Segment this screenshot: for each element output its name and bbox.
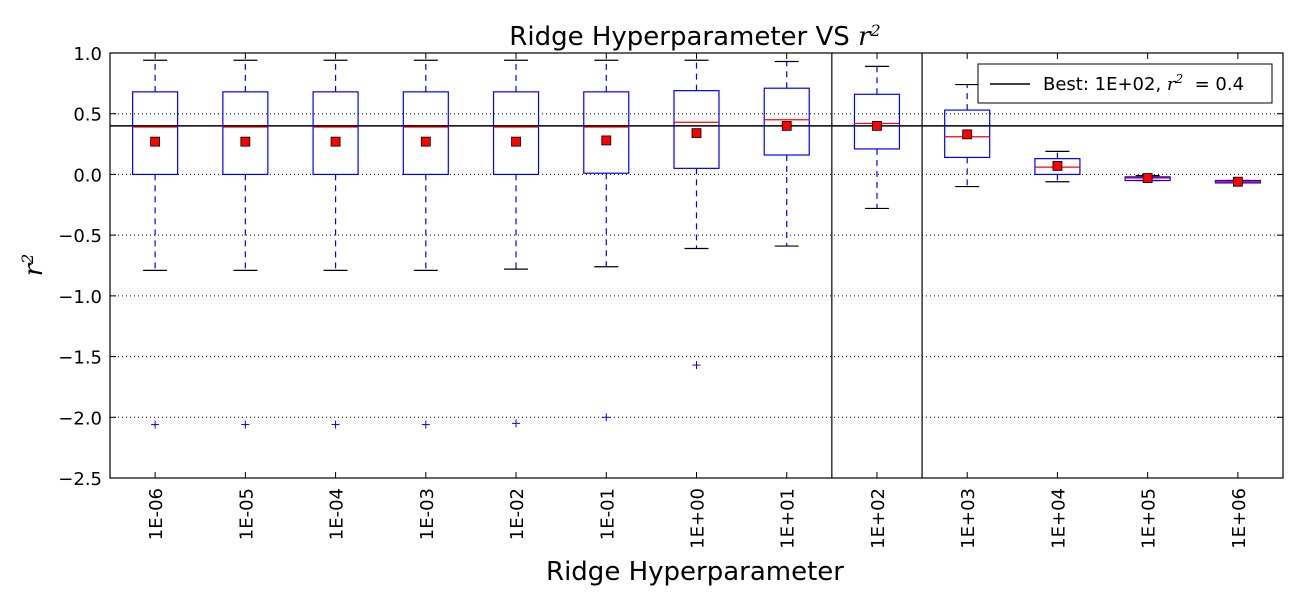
outlier-marker (421, 420, 430, 429)
legend-best-math: r (1167, 74, 1177, 95)
y-axis-label: r2 (18, 254, 50, 277)
y-tick-label: −1.0 (58, 287, 102, 308)
mean-marker (511, 136, 521, 147)
legend-best-label: Best: 1E+02, r2 = 0.4 (1043, 72, 1244, 95)
mean-marker (1232, 176, 1243, 187)
x-tick-label: 1E-02 (507, 488, 528, 540)
box-group (492, 59, 540, 428)
axes: −2.5 −2.0 −1.5 −1.0 −0.5 0.0 0.5 1.0 1E-06 1E-05 1… (58, 44, 1284, 549)
mean-marker (691, 128, 702, 139)
legend-best-suffix: = 0.4 (1183, 74, 1244, 95)
x-tick-label: 1E+00 (688, 488, 709, 549)
y-tick-label: 0.5 (73, 105, 102, 126)
x-tick-label: 1E-03 (417, 488, 438, 540)
y-tick-label: −1.5 (58, 348, 102, 369)
x-tick-label: 1E-05 (236, 488, 257, 540)
x-tick-label: 1E+06 (1229, 488, 1250, 549)
box-group (583, 59, 630, 422)
legend-best-prefix: Best: 1E+02, (1043, 74, 1167, 95)
grid-lines (110, 113, 1283, 418)
y-tick-label: 0.0 (73, 165, 102, 186)
box-group (1034, 150, 1081, 183)
outlier-marker (241, 420, 250, 429)
outlier-marker (602, 413, 611, 422)
mean-marker (150, 136, 161, 147)
box-iqr (673, 90, 720, 169)
y-tick-label: 1.0 (73, 44, 102, 65)
legend-best-math-sup: 2 (1175, 72, 1184, 86)
box-iqr (583, 91, 630, 174)
outlier-marker (331, 420, 340, 429)
y-tick-label: −2.0 (58, 408, 102, 429)
box-iqr (853, 93, 901, 150)
outlier-marker (512, 419, 521, 428)
x-tick-label: 1E+02 (868, 488, 889, 549)
box-iqr (944, 109, 991, 159)
box-group (312, 59, 359, 429)
mean-marker (601, 135, 612, 146)
chart-title-math-sup: 2 (870, 21, 881, 40)
mean-marker (1142, 173, 1153, 183)
mean-marker (1052, 161, 1063, 171)
box-iqr (492, 91, 540, 176)
best-highlight-region (110, 53, 1283, 478)
box-iqr (222, 91, 269, 176)
box-group (763, 60, 810, 247)
box-group (402, 59, 449, 429)
box-group (1214, 176, 1261, 187)
y-axis-label-math: r (19, 262, 49, 276)
mean-marker (420, 136, 431, 147)
mean-marker (240, 136, 251, 147)
box-group (673, 59, 720, 370)
x-tick-label: 1E-06 (146, 488, 167, 540)
outlier-marker (151, 420, 160, 429)
box-series (132, 59, 1261, 429)
x-tick-label: 1E-04 (327, 488, 348, 540)
y-axis-label-math-sup: 2 (18, 254, 37, 265)
chart-title: Ridge Hyperparameter VS r2 (509, 21, 880, 53)
box-iqr (763, 87, 810, 156)
box-group (132, 59, 179, 429)
box-group (944, 83, 991, 188)
box-group (222, 59, 269, 429)
y-tick-label: −0.5 (58, 226, 102, 247)
x-axis-label: Ridge Hyperparameter (546, 557, 844, 587)
mean-marker (962, 129, 973, 140)
box-group (853, 65, 901, 210)
x-tick-label: 1E+05 (1139, 488, 1160, 549)
mean-marker (872, 120, 882, 131)
mean-marker (781, 120, 792, 131)
chart-title-text: Ridge Hyperparameter VS (509, 22, 858, 52)
box-group (1124, 173, 1171, 183)
x-tick-label: 1E+03 (958, 488, 979, 549)
y-tick-label: −2.5 (58, 469, 102, 490)
box-iqr (1034, 158, 1081, 176)
box-iqr (402, 91, 449, 176)
legend: Best: 1E+02, r2 = 0.4 (977, 63, 1273, 104)
x-tick-label: 1E+01 (778, 488, 799, 549)
mean-marker (330, 136, 341, 147)
box-iqr (132, 91, 179, 176)
plot-frame (109, 52, 1284, 479)
box-iqr (312, 91, 359, 176)
chart-title-math: r (858, 22, 872, 52)
outlier-marker (692, 361, 701, 370)
x-tick-label: 1E+04 (1048, 488, 1069, 549)
x-tick-label: 1E-01 (597, 488, 618, 540)
